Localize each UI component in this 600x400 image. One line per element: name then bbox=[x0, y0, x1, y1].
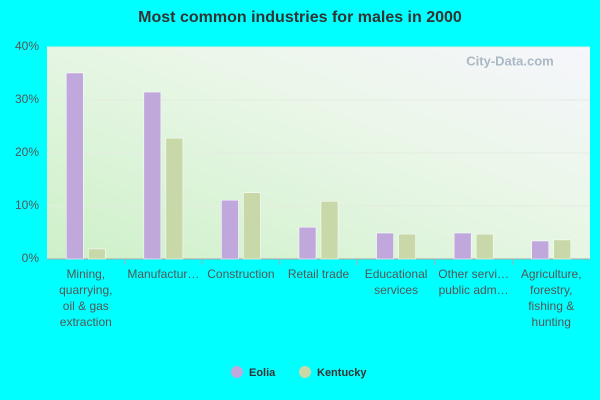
bar bbox=[143, 91, 162, 260]
x-tick-label: Mining, bbox=[66, 267, 105, 281]
x-tick-label: public adm… bbox=[439, 283, 509, 297]
y-tick-label: 40% bbox=[15, 39, 39, 53]
x-tick-label: Construction bbox=[207, 267, 274, 281]
x-tick-label: Educational bbox=[365, 267, 428, 281]
chart-title: Most common industries for males in 2000 bbox=[138, 9, 462, 26]
bar bbox=[165, 137, 184, 260]
bar bbox=[298, 226, 317, 260]
watermark: City-Data.com bbox=[466, 53, 553, 68]
bar bbox=[376, 232, 394, 260]
y-tick-label: 0% bbox=[22, 251, 40, 265]
x-tick-label: Agriculture, bbox=[521, 267, 582, 281]
x-tick-label: services bbox=[374, 283, 418, 297]
legend-swatch bbox=[299, 366, 311, 378]
x-tick-label: Other servi… bbox=[438, 267, 509, 281]
bar bbox=[88, 248, 106, 260]
x-tick-label: Retail trade bbox=[288, 267, 350, 281]
y-tick-label: 30% bbox=[15, 92, 39, 106]
bar bbox=[66, 72, 84, 260]
bar bbox=[453, 232, 472, 260]
bar bbox=[398, 233, 416, 260]
x-tick-label: oil & gas bbox=[63, 299, 109, 313]
y-tick-label: 20% bbox=[15, 145, 39, 159]
legend: Eolia Kentucky bbox=[231, 366, 367, 379]
x-tick-label: Manufactur… bbox=[127, 267, 199, 281]
legend-swatch bbox=[231, 366, 243, 378]
bar bbox=[320, 200, 339, 260]
bar bbox=[243, 192, 261, 260]
bar bbox=[553, 239, 571, 260]
bar bbox=[531, 240, 549, 260]
bar bbox=[221, 199, 239, 260]
x-tick-label: quarrying, bbox=[59, 283, 112, 297]
x-tick-label: fishing & bbox=[528, 299, 574, 313]
legend-label: Eolia bbox=[249, 367, 276, 379]
x-tick-label: forestry, bbox=[530, 283, 572, 297]
y-tick-label: 10% bbox=[15, 198, 39, 212]
x-tick-label: extraction bbox=[60, 315, 112, 329]
legend-label: Kentucky bbox=[317, 367, 367, 379]
x-tick-label: hunting bbox=[532, 315, 571, 329]
bar bbox=[475, 233, 494, 260]
